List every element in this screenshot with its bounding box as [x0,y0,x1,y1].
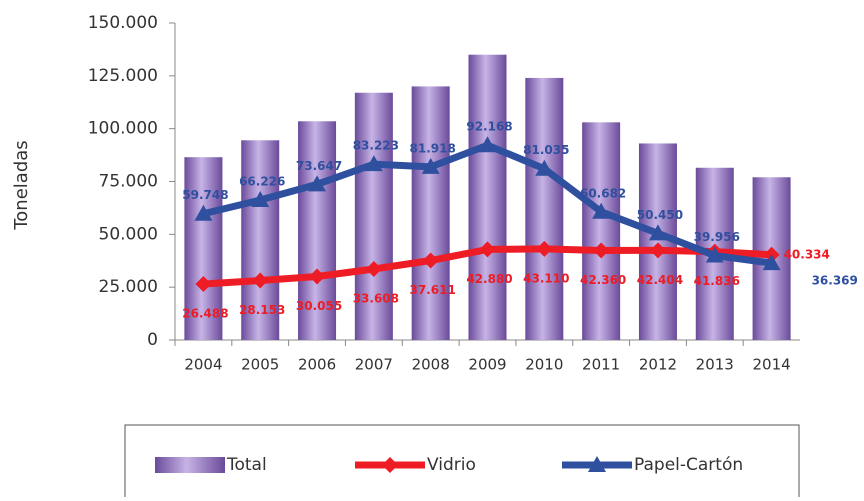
data-label: 42.880 [466,272,512,286]
x-tick-label: 2014 [752,356,790,374]
x-tick-label: 2011 [582,356,620,374]
y-tick-label: 50.000 [99,224,158,244]
legend-label: Papel-Cartón [634,455,743,475]
triangle-marker [705,246,724,263]
triangle-marker [478,136,497,153]
data-label: 60.682 [580,186,626,200]
data-label: 66.226 [239,175,285,189]
data-label: 42.404 [637,273,683,287]
x-tick-label: 2006 [298,356,336,374]
y-tick-label: 150.000 [88,13,158,33]
bar [411,86,450,341]
x-tick-label: 2009 [468,356,506,374]
triangle-marker [535,159,554,176]
legend-label: Vidrio [427,455,476,475]
y-tick-label: 75.000 [99,172,158,192]
legend-swatch [155,457,225,473]
data-label: 37.611 [410,283,456,297]
diamond-marker [422,252,439,269]
data-label: 36.369 [812,274,858,288]
triangle-marker [762,254,781,271]
data-label: 28.153 [239,303,285,317]
triangle-marker [421,157,440,174]
data-label: 40.334 [784,247,830,261]
data-label: 81.035 [523,143,569,157]
data-label: 42.360 [580,273,626,287]
data-label: 81.918 [410,141,456,155]
diamond-marker [536,240,553,257]
triangle-marker [308,175,327,192]
y-axis-label: Toneladas [11,140,32,230]
x-tick-label: 2007 [355,356,393,374]
legend-label: Total [226,455,267,475]
bar [298,121,337,341]
data-label: 59.748 [182,188,228,202]
x-tick-label: 2010 [525,356,563,374]
triangle-marker [588,456,606,472]
triangle-marker [648,224,667,241]
x-tick-label: 2004 [184,356,222,374]
data-label: 26.488 [182,307,228,321]
data-label: 73.647 [296,159,342,173]
y-tick-label: 100.000 [88,119,158,139]
diamond-marker [252,272,269,289]
bar [468,54,507,340]
bar [582,122,621,341]
y-tick-label: 25.000 [99,277,158,297]
diamond-marker [309,268,326,285]
x-tick-label: 2008 [412,356,450,374]
triangle-marker [364,155,383,172]
legend-box [124,424,800,501]
triangle-marker [592,202,611,219]
data-label: 39.956 [694,230,740,244]
bar [525,77,564,341]
diamond-marker [479,241,496,258]
data-label: 43.110 [523,271,569,285]
y-tick-label: 0 [147,330,158,350]
data-label: 30.055 [296,299,342,313]
x-tick-label: 2005 [241,356,279,374]
diamond-marker [593,242,610,259]
diamond-marker [649,242,666,259]
data-label: 50.450 [637,208,683,222]
diamond-marker [365,260,382,277]
triangle-marker [194,204,213,221]
data-label: 92.168 [466,120,512,134]
y-tick-label: 125.000 [88,66,158,86]
bar [184,157,223,340]
x-tick-label: 2013 [696,356,734,374]
data-label: 33.608 [353,291,399,305]
diamond-marker [195,276,212,293]
data-label: 83.223 [353,139,399,153]
diamond-marker [382,457,398,473]
bar [354,92,393,341]
bar [241,140,280,340]
triangle-marker [251,191,270,208]
x-tick-label: 2012 [639,356,677,374]
data-label: 41.836 [694,274,740,288]
